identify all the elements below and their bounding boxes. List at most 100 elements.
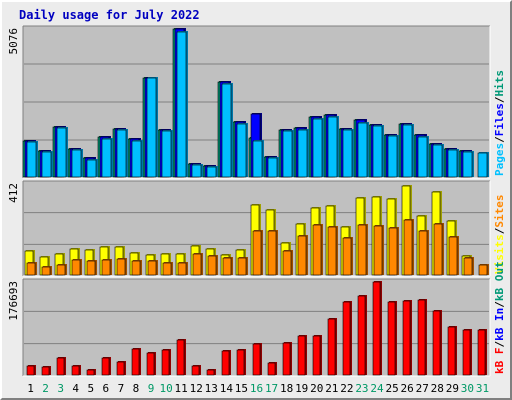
x-tick-label: 27 — [416, 382, 429, 395]
bar-pages — [86, 159, 97, 178]
bar-kbf — [191, 365, 200, 376]
bar-pages — [56, 127, 67, 178]
bar-sites — [26, 262, 36, 276]
bar-kbf — [342, 301, 351, 376]
legend-separator: / — [493, 96, 506, 103]
bar-sites — [448, 236, 458, 276]
x-tick-label: 23 — [355, 382, 368, 395]
bar-pages — [252, 140, 263, 178]
x-tick-label: 5 — [87, 382, 94, 395]
bar-kbf — [86, 369, 95, 376]
x-tick-label: 21 — [325, 382, 338, 395]
legend-entry-sites: Sites — [493, 195, 506, 228]
bar-sites — [131, 260, 141, 276]
bar-kbf — [161, 349, 170, 376]
bar-sites — [207, 255, 217, 276]
bar-pages — [327, 116, 338, 178]
bar-sites — [177, 262, 187, 276]
x-tick-label: 18 — [280, 382, 293, 395]
bar-kbf — [297, 335, 306, 376]
bar-sites — [327, 226, 337, 276]
x-tick-label: 15 — [235, 382, 248, 395]
y-axis-max-label: 412 — [7, 183, 20, 203]
x-tick-label: 1 — [27, 382, 34, 395]
bar-sites — [388, 227, 398, 276]
bar-kbf — [312, 335, 321, 376]
chart-panel-2: 412 Visits/Sites — [7, 180, 506, 277]
bar-kbf — [327, 318, 336, 376]
x-tick-label: 17 — [265, 382, 278, 395]
bar-sites — [222, 257, 232, 276]
legend-entry-files: Files — [493, 103, 506, 136]
bar-pages — [71, 149, 82, 178]
bar-kbf — [372, 281, 381, 376]
bar-sites — [312, 224, 322, 276]
bar-kbf — [176, 339, 185, 376]
bar-pages — [387, 135, 398, 178]
x-tick-label: 3 — [57, 382, 64, 395]
bar-sites — [267, 230, 277, 276]
legend: Pages/Files/Hits — [493, 70, 506, 176]
bar-pages — [447, 149, 458, 178]
x-tick-label: 2 — [42, 382, 49, 395]
x-tick-label: 24 — [370, 382, 384, 395]
legend-entry-kbf: kB F — [493, 348, 506, 375]
x-tick-label: 22 — [340, 382, 353, 395]
bar-kbf — [282, 342, 291, 376]
bar-sites — [147, 260, 157, 276]
bar-kbf — [462, 329, 471, 376]
bar-pages — [26, 141, 37, 178]
bar-pages — [417, 136, 428, 178]
bar-kbf — [71, 365, 80, 376]
x-tick-label: 14 — [220, 382, 234, 395]
bar-pages — [462, 151, 473, 178]
legend-separator: / — [493, 341, 506, 348]
bar-kbf — [146, 352, 155, 376]
x-tick-label: 11 — [175, 382, 188, 395]
bar-sites — [357, 224, 367, 276]
bar-pages — [176, 31, 187, 178]
bar-pages — [402, 124, 413, 178]
bar-pages — [236, 123, 247, 178]
x-tick-label: 10 — [159, 382, 172, 395]
bar-pages — [297, 129, 308, 178]
bar-kbf — [477, 329, 486, 376]
x-tick-label: 12 — [190, 382, 203, 395]
legend: kB F/kB In/kB Out — [493, 261, 506, 374]
bar-pages — [146, 77, 157, 178]
legend-separator: / — [493, 301, 506, 308]
bar-kbf — [26, 365, 35, 376]
legend-entry-kbout: kB Out — [493, 261, 506, 301]
x-tick-label: 25 — [385, 382, 398, 395]
bar-kbf — [417, 299, 426, 376]
bar-sites — [101, 259, 111, 276]
bar-sites — [463, 257, 473, 276]
bar-sites — [86, 260, 96, 276]
bar-kbf — [387, 301, 396, 376]
legend-entry-visits: Visits — [493, 234, 506, 274]
bar-sites — [342, 237, 352, 276]
bar-kbf — [131, 348, 140, 376]
y-axis-max-label: 5076 — [7, 28, 20, 55]
bar-kbf — [206, 369, 215, 376]
bar-kbf — [447, 326, 456, 376]
x-tick-label: 8 — [133, 382, 140, 395]
x-tick-label: 29 — [446, 382, 459, 395]
bar-pages — [41, 151, 52, 178]
bar-sites — [282, 250, 292, 276]
bar-kbf — [267, 362, 276, 376]
bar-pages — [191, 164, 202, 178]
bar-kbf — [357, 295, 366, 376]
bar-sites — [192, 253, 202, 276]
bar-sites — [116, 258, 126, 276]
bar-kbf — [221, 350, 230, 376]
x-tick-label: 31 — [476, 382, 489, 395]
x-tick-label: 4 — [72, 382, 79, 395]
bar-sites — [252, 230, 262, 276]
x-tick-label: 9 — [148, 382, 155, 395]
x-tick-label: 19 — [295, 382, 308, 395]
x-tick-label: 26 — [401, 382, 414, 395]
legend-entry-pages: Pages — [493, 143, 506, 176]
bar-sites — [433, 223, 443, 276]
